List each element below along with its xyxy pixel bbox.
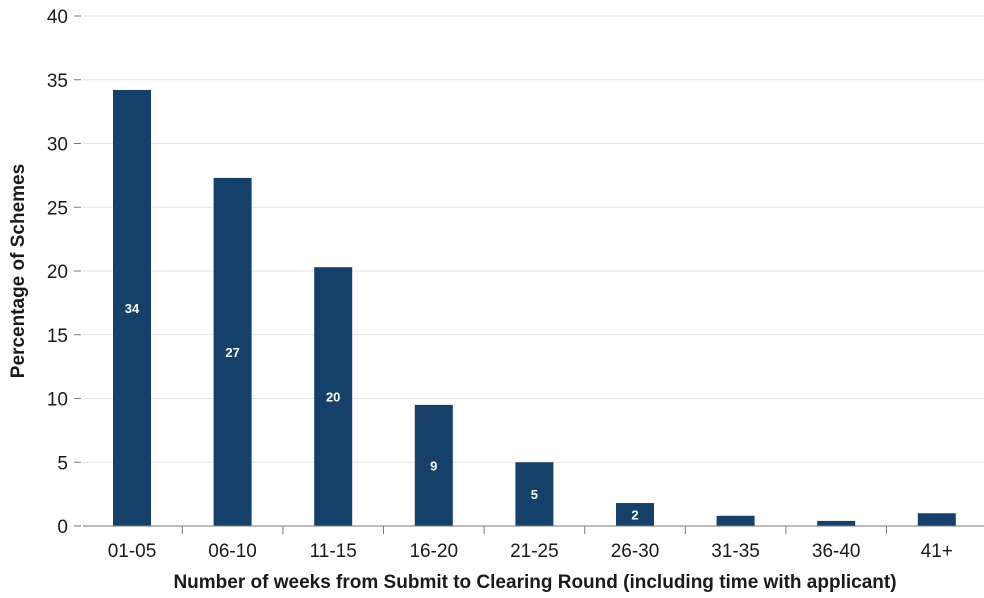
y-tick-label: 30	[47, 135, 68, 156]
y-tick-label: 5	[57, 453, 68, 474]
x-tick-label: 26-30	[611, 541, 660, 562]
bar-data-label: 20	[326, 390, 340, 405]
y-tick-label: 20	[47, 262, 68, 283]
x-tick-label: 31-35	[711, 541, 760, 562]
bar	[817, 520, 856, 526]
bar-data-label: 5	[531, 487, 538, 502]
y-axis-title: Percentage of Schemes	[8, 164, 29, 378]
y-tick-label: 10	[47, 390, 68, 411]
bar-data-label: 2	[631, 508, 638, 523]
x-tick-label: 11-15	[310, 541, 357, 562]
y-tick-label: 25	[47, 198, 68, 219]
bar	[213, 177, 252, 527]
bars: 34 27 20 9 5 2	[113, 89, 956, 527]
bar	[113, 89, 151, 526]
bar	[314, 267, 353, 526]
bar	[917, 513, 956, 526]
y-tick-label: 40	[47, 7, 68, 28]
y-tick-label: 35	[47, 71, 68, 92]
x-tick-label: 16-20	[409, 541, 458, 562]
bar	[716, 515, 755, 526]
x-tick-label: 36-40	[812, 541, 861, 562]
bar	[616, 503, 654, 526]
x-axis-title: Number of weeks from Submit to Clearing …	[173, 572, 896, 593]
y-tick-label: 0	[57, 517, 68, 538]
bar	[515, 462, 554, 526]
x-tick-label: 21-25	[510, 541, 559, 562]
x-tick-label: 41+	[921, 541, 953, 562]
y-tick-label: 15	[47, 326, 68, 347]
x-tick-label: 06-10	[208, 541, 257, 562]
bar	[414, 404, 453, 526]
bar-data-label: 9	[430, 458, 437, 473]
x-tick-label: 01-05	[108, 541, 157, 562]
bar-data-label: 27	[225, 345, 239, 360]
bar-data-label: 34	[125, 301, 140, 316]
